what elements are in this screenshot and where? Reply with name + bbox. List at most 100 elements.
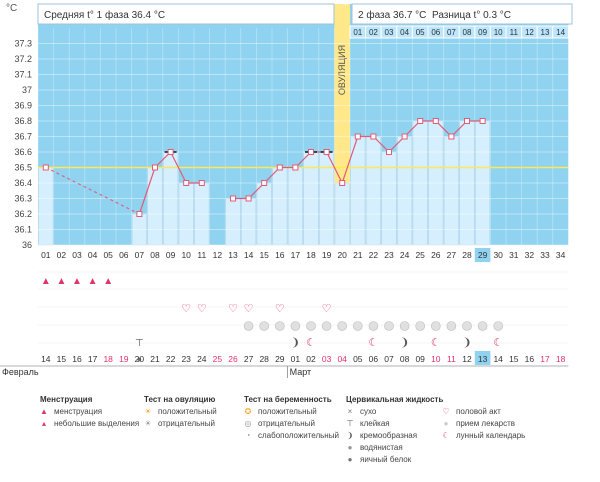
calendar-date-label: 04 <box>337 354 347 364</box>
calendar-date-label: 14 <box>493 354 503 364</box>
cycle-day-label: 27 <box>447 250 457 260</box>
temperature-point <box>276 164 283 171</box>
cycle-day-label: 19 <box>322 250 332 260</box>
calendar-date-label: 07 <box>384 354 394 364</box>
temperature-point <box>152 164 158 171</box>
legend-icon: ◔ <box>246 431 251 440</box>
pill-icon <box>462 321 472 331</box>
temperature-point <box>292 164 299 171</box>
phase2-day-label: 01 <box>353 28 362 37</box>
cycle-day-label: 01 <box>41 250 51 260</box>
calendar-date-label: 23 <box>181 354 191 364</box>
legend-icon: ⊤ <box>347 419 354 428</box>
legend-item: яичный белок <box>360 455 412 464</box>
legend-icon: ▴ <box>42 419 46 428</box>
calendar-date-label: 15 <box>509 354 519 364</box>
phase2-day-label: 02 <box>369 28 378 37</box>
calendar-date-label: 21 <box>150 354 160 364</box>
temperature-point <box>198 180 205 186</box>
current-day-highlight <box>474 248 491 262</box>
temperature-bar <box>365 136 382 246</box>
pill-icon <box>306 321 316 331</box>
chart-header: Средняя t° 1 фаза 36.4 °C 2 фаза 36.7 °C… <box>37 3 573 25</box>
cycle-day-label: 26 <box>431 250 441 260</box>
pill-icon <box>274 321 285 331</box>
creamy-icon: ❩ <box>291 337 300 349</box>
temperature-point <box>401 133 408 140</box>
temperature-point <box>386 149 392 155</box>
phase2-day-label: 07 <box>447 28 456 37</box>
legend-icon: ♡ <box>442 407 449 416</box>
cycle-day-label: 10 <box>181 250 191 260</box>
temperature-series <box>42 118 486 217</box>
calendar-date-label: 05 <box>353 354 363 364</box>
phase2-day-label: 06 <box>431 28 440 37</box>
temperature-point <box>448 133 455 140</box>
temperature-point <box>230 195 236 202</box>
y-tick-label: 36.4 <box>14 178 32 188</box>
heart-icon: ♡ <box>244 303 254 315</box>
pill-icon <box>290 321 301 331</box>
calendar-date-label: 26 <box>228 354 238 364</box>
legend-item: сухо <box>360 407 377 416</box>
calendar-date-label: 29 <box>275 354 285 364</box>
calendar-date-label: 22 <box>166 354 176 364</box>
calendar-date-label: 18 <box>556 354 566 364</box>
legend-item: прием лекарств <box>456 419 515 428</box>
legend-title: Менструация <box>40 395 93 404</box>
y-tick-label: 36.7 <box>14 132 32 142</box>
cycle-day-label: 15 <box>259 250 269 260</box>
phase2-day-label: 11 <box>510 28 519 37</box>
cycle-day-label: 23 <box>384 250 394 260</box>
cycle-day-label: 34 <box>556 250 566 260</box>
calendar-date-label: 16 <box>525 354 535 364</box>
temperature-bar <box>241 198 257 246</box>
calendar-date-label: 17 <box>88 354 98 364</box>
calendar-date-label: 08 <box>400 354 410 364</box>
pill-icon <box>243 321 254 331</box>
cycle-day-label: 17 <box>291 250 301 260</box>
pill-icon <box>352 321 363 331</box>
heart-icon: ♡ <box>275 303 285 315</box>
legend-item: отрицательный <box>158 419 215 428</box>
temperature-point <box>136 211 143 217</box>
cycle-day-label: 21 <box>353 250 363 260</box>
calendar-date-label: 11 <box>447 354 456 364</box>
y-tick-label: 36.3 <box>14 194 32 204</box>
legend-item: лунный календарь <box>456 431 525 440</box>
calendar-date-label: 13 <box>478 354 488 364</box>
legend-item: отрицательный <box>258 419 315 428</box>
pill-icon <box>321 321 332 331</box>
cycle-day-label: 12 <box>213 250 223 260</box>
cycle-day-label: 13 <box>228 250 238 260</box>
calendar-date-label: 03 <box>322 354 332 364</box>
menstruation-icon: ▲ <box>56 276 66 287</box>
calendar-date-label: 09 <box>415 354 425 364</box>
temperature-bar <box>287 167 304 246</box>
creamy-icon: ❩ <box>400 337 409 349</box>
phase2-day-label: 05 <box>416 28 425 37</box>
cycle-day-label: 28 <box>462 250 472 260</box>
cycle-day-label: 14 <box>244 250 254 260</box>
heart-icon: ♡ <box>322 303 332 315</box>
phase2-day-label: 10 <box>494 28 503 37</box>
temperature-bar <box>147 167 163 246</box>
legend-item: положительный <box>158 407 217 416</box>
cycle-day-label: 04 <box>88 250 98 260</box>
calendar-date-label: 12 <box>462 354 472 364</box>
temperature-bar <box>396 136 413 246</box>
pill-icon <box>430 321 441 331</box>
pill-icon <box>368 321 379 331</box>
pill-icon <box>415 321 426 331</box>
legend-icon: ☾ <box>442 431 449 440</box>
calendar-date-label: 24 <box>197 354 207 364</box>
lunar-icon: ☾ <box>493 337 503 349</box>
heart-icon: ♡ <box>197 303 207 315</box>
header-box-right <box>351 3 573 25</box>
y-tick-label: 36 <box>22 240 32 250</box>
phase2-day-label: 03 <box>385 28 394 37</box>
pill-icon <box>259 321 270 331</box>
calendar-date-label: 06 <box>369 354 379 364</box>
calendar-date-label: 15 <box>57 354 67 364</box>
pill-icon <box>337 321 348 331</box>
